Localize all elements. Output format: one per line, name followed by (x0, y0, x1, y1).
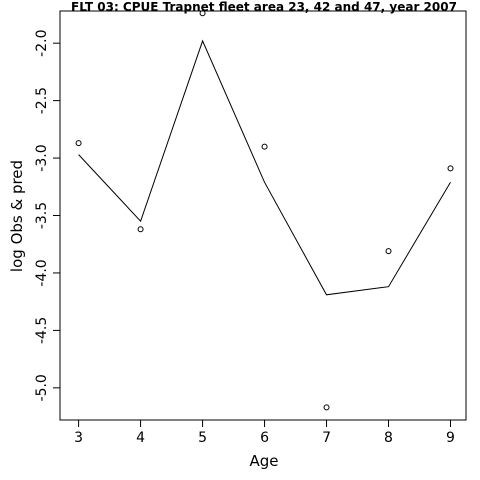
plot-area-frame (59, 10, 467, 421)
y-axis-title: log Obs & pred (8, 160, 26, 272)
observed-point (75, 140, 82, 147)
x-tick-label: 4 (136, 430, 145, 446)
observed-point (323, 404, 330, 411)
chart-title: FLT 03: CPUE Trapnet fleet area 23, 42 a… (71, 0, 457, 14)
observed-point (137, 226, 144, 233)
x-tick-label: 7 (322, 430, 331, 446)
x-tick-label: 3 (74, 430, 83, 446)
x-tick-label: 5 (198, 430, 207, 446)
series-layer (75, 10, 454, 411)
y-tick-label: -4.5 (34, 317, 50, 344)
x-tick-label: 8 (384, 430, 393, 446)
y-tick-label: -5.0 (34, 374, 50, 401)
y-axis: -2.0 -2.5 -3.0 -3.5 -4.0 -4.5 -5.0 (34, 30, 60, 401)
observed-point (385, 248, 392, 255)
y-tick-label: -3.0 (34, 144, 50, 171)
y-tick-label: -3.5 (34, 202, 50, 229)
predicted-line (78, 39, 451, 296)
y-tick-label: -4.0 (34, 259, 50, 286)
x-tick-label: 6 (260, 430, 269, 446)
y-tick-label: -2.5 (34, 87, 50, 114)
observed-point (261, 143, 268, 150)
observed-point (199, 10, 206, 17)
x-tick-label: 9 (446, 430, 455, 446)
x-axis-title: Age (249, 452, 278, 470)
observed-point (447, 165, 454, 172)
y-tick-label: -2.0 (34, 30, 50, 57)
x-axis: 3 4 5 6 7 8 9 (74, 420, 455, 446)
